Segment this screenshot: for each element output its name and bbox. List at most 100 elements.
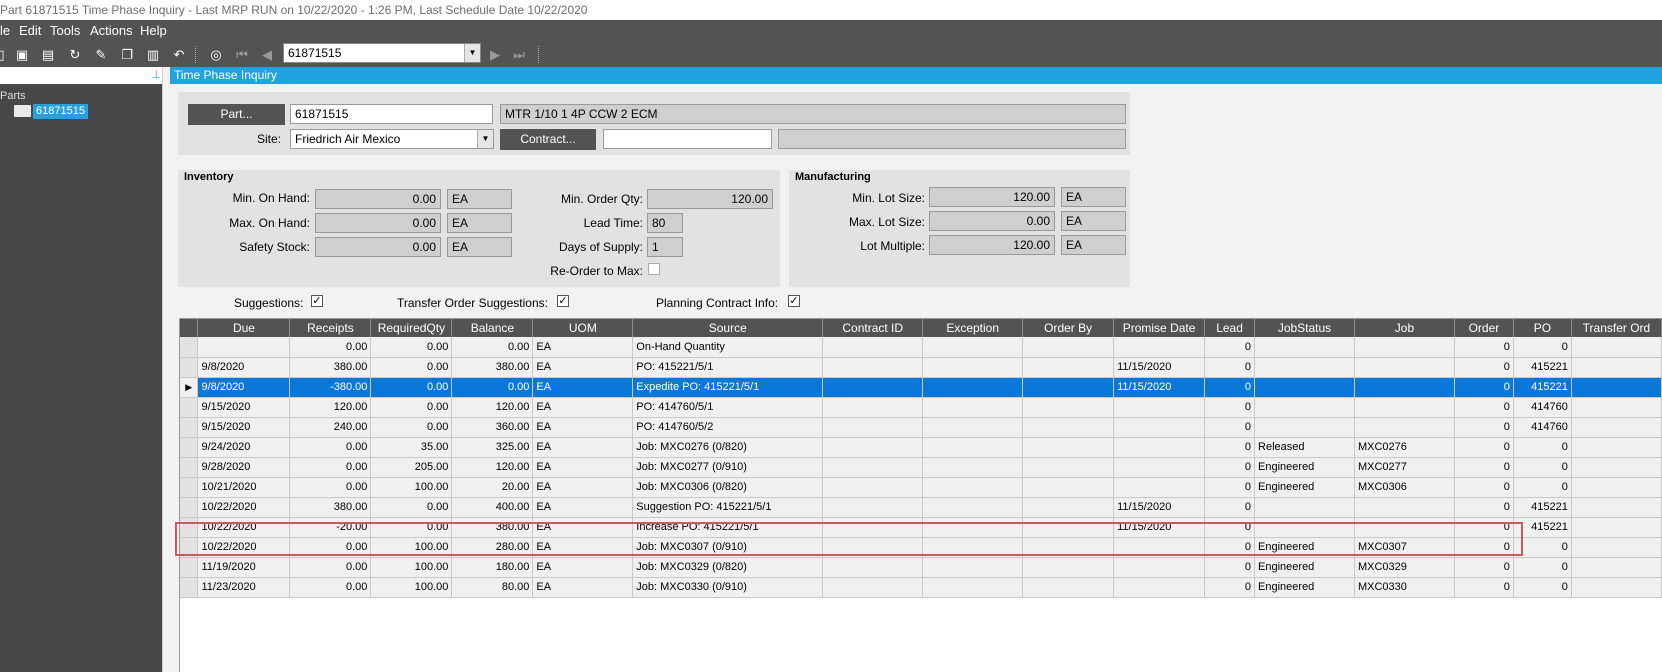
table-cell[interactable] xyxy=(1254,357,1355,378)
table-cell[interactable] xyxy=(1113,537,1206,558)
table-cell[interactable]: 0 xyxy=(1204,377,1256,398)
table-cell[interactable] xyxy=(922,357,1024,378)
table-cell[interactable]: Engineered xyxy=(1254,477,1355,498)
table-cell[interactable] xyxy=(1571,357,1662,378)
table-cell[interactable]: 100.00 xyxy=(370,477,453,498)
table-cell[interactable]: 0.00 xyxy=(370,497,453,518)
table-cell[interactable] xyxy=(822,497,924,518)
table-cell[interactable] xyxy=(922,497,1024,518)
table-cell[interactable] xyxy=(1571,457,1662,478)
table-cell[interactable] xyxy=(922,537,1024,558)
table-cell[interactable]: 414760 xyxy=(1513,417,1572,438)
column-header[interactable]: Contract ID xyxy=(822,319,924,337)
table-cell[interactable]: Engineered xyxy=(1254,577,1355,598)
table-cell[interactable] xyxy=(1022,577,1115,598)
table-cell[interactable]: 0 xyxy=(1454,357,1514,378)
table-row[interactable]: 9/28/2020 0.00 205.00 120.00 EA Job: MXC0277 … xyxy=(180,457,1662,478)
table-cell[interactable]: EA xyxy=(532,557,634,578)
table-cell[interactable]: MXC0306 xyxy=(1354,477,1455,498)
table-row[interactable]: 11/23/2020 0.00 100.00 80.00 EA Job: MXC0330 … xyxy=(180,577,1662,598)
table-cell[interactable]: Engineered xyxy=(1254,557,1355,578)
table-cell[interactable]: MXC0276 xyxy=(1354,437,1455,458)
table-cell[interactable]: 0 xyxy=(1454,457,1514,478)
table-cell[interactable]: 0 xyxy=(1204,477,1256,498)
prev-icon[interactable]: ◀ xyxy=(262,47,272,62)
table-cell[interactable]: 180.00 xyxy=(451,557,534,578)
table-cell[interactable] xyxy=(922,377,1024,398)
table-cell[interactable]: 0.00 xyxy=(289,337,372,358)
table-cell[interactable] xyxy=(1571,477,1662,498)
table-cell[interactable]: 0.00 xyxy=(289,477,372,498)
table-cell[interactable]: 0 xyxy=(1204,517,1256,538)
contract-field[interactable] xyxy=(603,129,772,149)
binoculars-icon[interactable]: ◎ xyxy=(210,47,222,62)
table-cell[interactable]: 100.00 xyxy=(370,557,453,578)
table-cell[interactable] xyxy=(822,457,924,478)
table-cell[interactable] xyxy=(1113,337,1206,358)
table-cell[interactable]: 0 xyxy=(1204,357,1256,378)
row-selector[interactable] xyxy=(180,477,199,498)
table-cell[interactable]: 35.00 xyxy=(370,437,453,458)
table-row[interactable]: 11/19/2020 0.00 100.00 180.00 EA Job: MXC0329… xyxy=(180,557,1662,578)
table-cell[interactable]: 0 xyxy=(1454,477,1514,498)
table-cell[interactable] xyxy=(1571,337,1662,358)
table-cell[interactable]: 360.00 xyxy=(451,417,534,438)
table-cell[interactable] xyxy=(1254,377,1355,398)
table-cell[interactable]: 0.00 xyxy=(451,337,534,358)
table-cell[interactable]: PO: 415221/5/1 xyxy=(632,357,824,378)
table-row[interactable]: ▶ 9/8/2020 -380.00 0.00 0.00 EA Expedite PO: 4… xyxy=(180,377,1662,398)
table-cell[interactable]: 0 xyxy=(1204,397,1256,418)
table-cell[interactable]: 11/19/2020 xyxy=(197,557,291,578)
table-cell[interactable]: 0 xyxy=(1204,457,1256,478)
table-cell[interactable]: 0 xyxy=(1513,557,1572,578)
table-cell[interactable] xyxy=(1254,497,1355,518)
row-selector[interactable] xyxy=(180,397,199,418)
table-cell[interactable]: On-Hand Quantity xyxy=(632,337,824,358)
table-cell[interactable]: 10/22/2020 xyxy=(197,537,291,558)
table-cell[interactable] xyxy=(822,337,924,358)
table-cell[interactable]: Job: MXC0330 (0/910) xyxy=(632,577,824,598)
copy-icon[interactable]: ❐ xyxy=(121,47,133,62)
column-header[interactable]: Source xyxy=(632,319,824,337)
clipboard-icon[interactable]: ▤ xyxy=(41,47,55,62)
table-row[interactable]: 10/22/2020 380.00 0.00 400.00 EA Suggestion P… xyxy=(180,497,1662,518)
table-cell[interactable] xyxy=(922,417,1024,438)
table-cell[interactable]: 0 xyxy=(1454,497,1514,518)
table-cell[interactable]: EA xyxy=(532,337,634,358)
table-cell[interactable]: 0 xyxy=(1454,577,1514,598)
table-cell[interactable] xyxy=(1354,417,1455,438)
table-cell[interactable]: 0 xyxy=(1204,557,1256,578)
table-cell[interactable] xyxy=(822,557,924,578)
menu-tools[interactable]: Tools xyxy=(50,23,81,38)
table-cell[interactable]: Released xyxy=(1254,437,1355,458)
paste-icon[interactable]: ▥ xyxy=(146,47,160,62)
table-cell[interactable] xyxy=(1022,357,1115,378)
save-icon[interactable]: ▣ xyxy=(15,47,29,62)
table-cell[interactable]: 415221 xyxy=(1513,357,1572,378)
last-icon[interactable]: ⏭ xyxy=(513,47,525,62)
table-cell[interactable]: 0 xyxy=(1513,457,1572,478)
table-cell[interactable] xyxy=(822,477,924,498)
table-cell[interactable]: 0 xyxy=(1204,497,1256,518)
column-header[interactable]: UOM xyxy=(532,319,634,337)
table-cell[interactable]: 9/15/2020 xyxy=(197,417,291,438)
table-cell[interactable] xyxy=(1571,517,1662,538)
table-cell[interactable] xyxy=(822,437,924,458)
table-cell[interactable]: 0 xyxy=(1454,397,1514,418)
site-select[interactable]: Friedrich Air Mexico xyxy=(290,129,494,149)
table-cell[interactable] xyxy=(822,577,924,598)
table-cell[interactable] xyxy=(822,357,924,378)
table-cell[interactable]: 0 xyxy=(1513,477,1572,498)
contract-button[interactable]: Contract... xyxy=(500,129,596,150)
table-cell[interactable] xyxy=(922,517,1024,538)
reorder-to-max-checkbox[interactable] xyxy=(648,263,660,275)
current-row-icon[interactable]: ▶ xyxy=(180,377,199,398)
next-icon[interactable]: ▶ xyxy=(490,47,500,62)
table-cell[interactable] xyxy=(1022,477,1115,498)
column-header[interactable]: Order By xyxy=(1022,319,1115,337)
table-cell[interactable] xyxy=(922,337,1024,358)
table-cell[interactable]: 0 xyxy=(1513,337,1572,358)
row-selector[interactable] xyxy=(180,357,199,378)
column-header[interactable]: Job xyxy=(1354,319,1455,337)
undo-icon[interactable]: ↶ xyxy=(173,47,185,62)
